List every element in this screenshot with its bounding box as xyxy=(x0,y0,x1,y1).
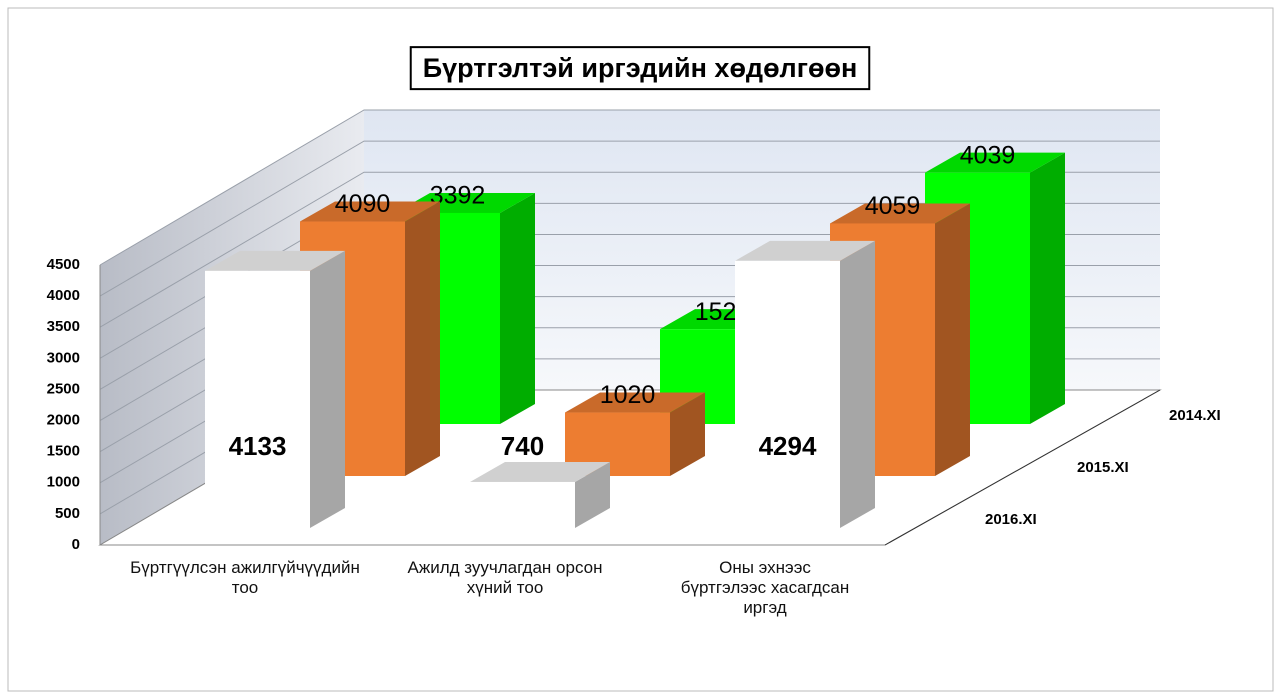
x-tick-label: Бүртгүүлсэн ажилгүйчүүдийн тоо xyxy=(130,558,360,597)
y-tick-label: 4500 xyxy=(47,256,80,273)
bar-top xyxy=(735,240,875,261)
y-tick-label: 2500 xyxy=(47,380,80,397)
bar-top xyxy=(925,152,1065,173)
bar-side xyxy=(670,392,705,476)
grid-line xyxy=(99,109,1160,266)
title-box xyxy=(409,46,871,91)
y-tick-label: 0 xyxy=(72,536,80,553)
bar xyxy=(735,260,840,528)
bar-top xyxy=(565,392,705,413)
bar-side xyxy=(405,201,440,476)
bar-side xyxy=(840,240,875,528)
y-tick-label: 1500 xyxy=(47,443,80,460)
chart-title: Бүртгэлтэй иргэдийн хөдөлгөөн xyxy=(423,53,858,83)
y-tick-label: 4000 xyxy=(47,287,80,304)
y-tick-label: 3000 xyxy=(47,349,80,366)
y-tick-label: 2000 xyxy=(47,412,80,429)
bar-top xyxy=(830,203,970,224)
bar-side xyxy=(500,192,535,424)
bar-top xyxy=(470,461,610,482)
bar-top xyxy=(205,250,345,271)
bar-side xyxy=(575,461,610,528)
value-label: 4133 xyxy=(229,431,287,461)
bar-top xyxy=(300,201,440,222)
depth-label: 2016.XI xyxy=(985,511,1037,528)
depth-axis xyxy=(884,389,1161,546)
grid-line xyxy=(99,171,1160,328)
value-label: 4294 xyxy=(759,431,817,461)
bar-side xyxy=(1030,152,1065,424)
bar xyxy=(205,270,310,528)
value-label: 4090 xyxy=(335,190,391,218)
value-label: 4059 xyxy=(865,192,921,220)
x-tick-label: Ажилд зуучлагдан орсон хүний тоо xyxy=(407,558,603,597)
y-tick-label: 3500 xyxy=(47,318,80,335)
value-label: 4039 xyxy=(960,141,1016,169)
bar xyxy=(470,481,575,528)
depth-label: 2015.XI xyxy=(1077,459,1129,476)
bar-side xyxy=(310,250,345,528)
value-label: 740 xyxy=(501,431,544,461)
y-tick-label: 500 xyxy=(55,505,80,522)
x-tick-label: Оны эхнээс бүртгэлээс хасагдсан иргэд xyxy=(680,558,850,617)
depth-label: 2014.XI xyxy=(1169,407,1221,424)
grid-line xyxy=(99,140,1160,297)
bar-side xyxy=(935,203,970,476)
value-label: 1020 xyxy=(600,381,656,409)
y-tick-label: 1000 xyxy=(47,474,80,491)
